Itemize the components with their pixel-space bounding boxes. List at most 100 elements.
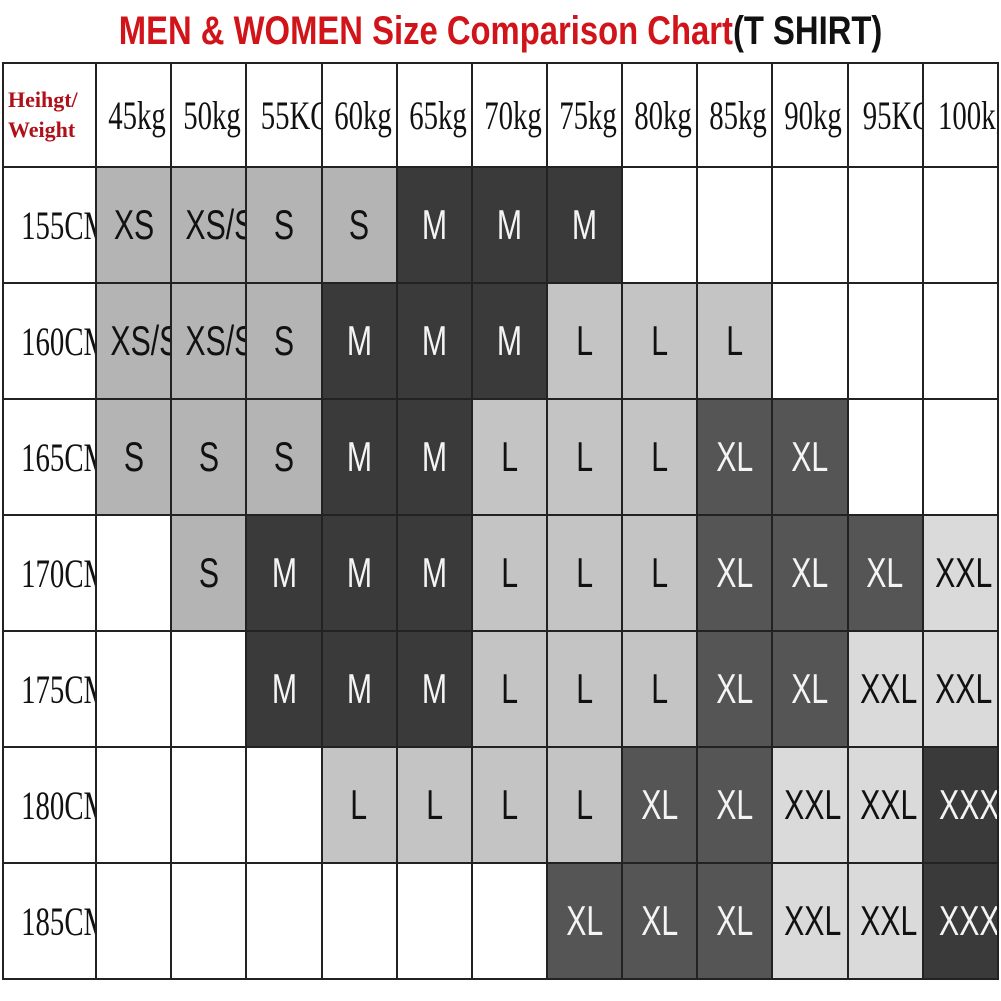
height-label: 170CM xyxy=(21,550,94,596)
weight-header: 70kg xyxy=(470,62,549,168)
size-cell: L xyxy=(696,282,774,400)
size-cell xyxy=(696,166,774,284)
size-label: L xyxy=(651,549,669,596)
size-cell: XXL xyxy=(921,514,1000,632)
size-cell: XL xyxy=(621,862,699,980)
size-cell xyxy=(245,746,323,864)
size-label: XL xyxy=(791,433,829,480)
size-label: XL xyxy=(641,781,679,828)
weight-label: 60kg xyxy=(333,92,392,138)
weight-label: 80kg xyxy=(634,92,692,138)
size-cell: L xyxy=(546,746,624,864)
size-label: XL xyxy=(791,549,829,596)
size-cell: XL xyxy=(696,862,774,980)
weight-label: 50kg xyxy=(183,92,242,138)
size-cell xyxy=(170,630,248,748)
size-label: XL xyxy=(791,665,829,712)
size-label: M xyxy=(421,665,447,712)
size-cell: S xyxy=(245,166,323,284)
size-cell: L xyxy=(470,514,549,632)
height-label: 165CM xyxy=(21,434,94,480)
size-row: 160CM XS/S XS/S S M M M L L L xyxy=(1,282,1000,400)
size-cell xyxy=(95,862,173,980)
size-cell xyxy=(846,166,924,284)
size-label: XL xyxy=(716,781,754,828)
corner-label: Weight xyxy=(8,117,76,142)
size-label: L xyxy=(576,665,593,712)
size-label: L xyxy=(501,665,518,712)
size-label: L xyxy=(576,433,593,480)
size-cell xyxy=(921,282,1000,400)
size-cell: S xyxy=(170,398,248,516)
size-label: M xyxy=(421,433,447,480)
height-label: 185CM xyxy=(21,898,94,944)
size-cell xyxy=(95,746,173,864)
weight-header: 50kg xyxy=(170,62,248,168)
size-cell: XXL xyxy=(846,630,924,748)
size-label: S xyxy=(123,433,144,480)
size-cell: XS/S xyxy=(95,282,173,400)
size-cell: M xyxy=(320,630,398,748)
weight-label: 70kg xyxy=(484,92,542,138)
title-main: MEN & WOMEN Size Comparison Chart xyxy=(118,9,733,53)
size-cell: L xyxy=(621,514,699,632)
weight-label: 100kg xyxy=(937,92,996,138)
size-cell: XL xyxy=(846,514,924,632)
size-label: M xyxy=(346,317,372,364)
size-label: XL xyxy=(566,897,604,944)
size-label: XL xyxy=(716,433,754,480)
corner-cell: Heihgt/Weight xyxy=(1,62,98,168)
size-cell: XXL xyxy=(846,862,924,980)
size-cell: M xyxy=(395,282,473,400)
size-cell: L xyxy=(546,514,624,632)
size-label: M xyxy=(346,665,372,712)
height-label: 160CM xyxy=(21,318,94,364)
size-cell: L xyxy=(395,746,473,864)
size-cell: L xyxy=(470,630,549,748)
height-label: 155CM xyxy=(21,202,94,248)
size-cell: M xyxy=(245,514,323,632)
size-label: L xyxy=(651,665,669,712)
size-cell: M xyxy=(245,630,323,748)
size-cell: S xyxy=(245,398,323,516)
size-label: XXL xyxy=(859,665,917,712)
size-cell: L xyxy=(546,282,624,400)
size-cell xyxy=(921,398,1000,516)
size-cell: L xyxy=(470,398,549,516)
size-cell: L xyxy=(470,746,549,864)
size-cell: XL xyxy=(771,398,849,516)
size-cell: XS/S xyxy=(170,282,248,400)
size-cell: M xyxy=(320,398,398,516)
size-label: S xyxy=(349,201,370,248)
size-cell: M xyxy=(395,398,473,516)
size-cell: M xyxy=(546,166,624,284)
weight-label: 95KG xyxy=(862,92,920,138)
size-label: XXL xyxy=(784,897,842,944)
size-cell xyxy=(245,862,323,980)
size-cell: L xyxy=(621,630,699,748)
size-cell: M xyxy=(470,166,549,284)
weight-header: 90kg xyxy=(771,62,849,168)
weight-header: 100kg xyxy=(921,62,1000,168)
size-cell: M xyxy=(395,166,473,284)
weight-header: 85kg xyxy=(696,62,774,168)
size-label: M xyxy=(346,549,372,596)
size-cell: XL xyxy=(771,514,849,632)
size-label: L xyxy=(350,781,368,828)
size-label: L xyxy=(576,781,593,828)
size-cell xyxy=(771,282,849,400)
size-label: S xyxy=(273,317,295,364)
size-cell: XL xyxy=(696,514,774,632)
size-label: M xyxy=(421,549,447,596)
size-cell: M xyxy=(470,282,549,400)
size-label: XXL xyxy=(859,781,917,828)
size-row: 180CM L L L L XL XL XXL XXL XXXL xyxy=(1,746,1000,864)
title-suffix: (T SHIRT) xyxy=(732,9,883,53)
size-cell: XL xyxy=(621,746,699,864)
size-table: Heihgt/Weight45kg50kg55KG60kg65kg70kg75k… xyxy=(1,62,1000,980)
size-cell xyxy=(846,398,924,516)
size-cell xyxy=(921,166,1000,284)
size-row: 155CM XS XS/S S S M M M xyxy=(1,166,1000,284)
